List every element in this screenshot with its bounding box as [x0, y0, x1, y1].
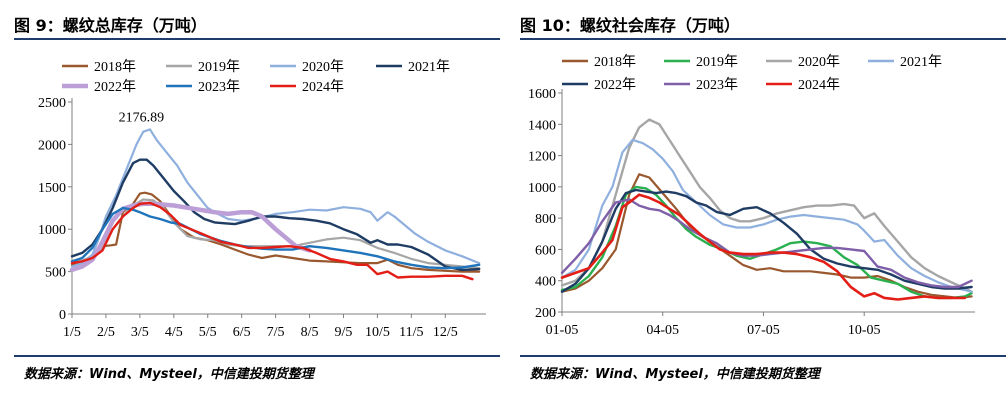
x-tick-label: 6/5 [233, 325, 251, 340]
series-line-2024年 [560, 193, 967, 301]
y-tick-label: 1600 [528, 87, 556, 102]
series-line-2018年 [70, 191, 481, 273]
legend-label: 2020年 [798, 54, 840, 70]
legend-label: 2021年 [900, 54, 942, 70]
legend-label: 2020年 [302, 59, 344, 75]
y-tick-label: 2000 [38, 138, 66, 153]
series-line-2021年 [70, 158, 481, 272]
y-tick-label: 1400 [528, 118, 556, 133]
series-line-2020年 [560, 118, 973, 293]
x-tick-label: 2/5 [97, 325, 115, 340]
figure-9-panel: 图 9：螺纹总库存（万吨） 0 500 1000 1500 2000 2500 1/5 2/5… [14, 0, 500, 409]
x-tick-label: 11/5 [399, 325, 423, 340]
peak-annotation: 2176.89 [119, 110, 164, 125]
y-tick-label: 1000 [528, 181, 556, 196]
figure-9-bottom-rule [14, 355, 500, 357]
x-tick-label: 10-05 [848, 323, 881, 338]
legend-label: 2018年 [94, 59, 136, 75]
y-tick-label: 600 [535, 243, 556, 258]
series-line-2022年 [560, 188, 973, 293]
x-tick-label: 7/5 [267, 325, 285, 340]
figure-10-panel: 图 10：螺纹社会库存（万吨） 200 400 600 800 1000 1200 1400… [520, 0, 1006, 409]
legend-label: 2024年 [798, 77, 840, 93]
series-line-2024年 [70, 201, 474, 281]
legend-label: 2023年 [198, 79, 240, 95]
x-tick-label: 1/5 [63, 325, 81, 340]
y-tick-label: 400 [535, 275, 556, 290]
legend-label: 2019年 [696, 54, 738, 70]
x-tick-label: 12/5 [433, 325, 458, 340]
legend-label: 2019年 [198, 59, 240, 75]
y-tick-label: 1500 [38, 181, 66, 196]
series-line-2022年 [69, 201, 312, 273]
x-tick-label: 01-05 [546, 323, 579, 338]
figure-9-chart: 0 500 1000 1500 2000 2500 1/5 2/5 3/5 4/5 5/5 6/5 7/… [38, 59, 486, 340]
figure-10-title: 图 10：螺纹社会库存（万吨） [520, 16, 740, 35]
legend-label: 2018年 [594, 54, 636, 70]
x-tick-label: 10/5 [365, 325, 390, 340]
x-tick-label: 9/5 [335, 325, 353, 340]
figure-10-bottom-rule [520, 355, 1006, 357]
y-tick-label: 500 [45, 266, 66, 281]
x-tick-label: 07-05 [747, 323, 780, 338]
figure-9-title: 图 9：螺纹总库存（万吨） [14, 16, 207, 35]
figure-10-chart: 200 400 600 800 1000 1200 1400 1600 01-05 04-05 07… [528, 54, 975, 338]
y-tick-label: 800 [535, 212, 556, 227]
x-tick-label: 5/5 [199, 325, 217, 340]
figure-9-top-rule [14, 38, 500, 40]
figure-9-source: 数据来源：Wind、Mysteel，中信建投期货整理 [24, 367, 314, 382]
figure-10-source: 数据来源：Wind、Mysteel，中信建投期货整理 [530, 367, 820, 382]
legend-label: 2022年 [94, 79, 136, 95]
figure-10-top-rule [520, 38, 1006, 40]
legend-label: 2022年 [594, 77, 636, 93]
series-line-2020年 [70, 128, 481, 268]
x-tick-label: 3/5 [131, 325, 149, 340]
x-tick-label: 4/5 [165, 325, 183, 340]
y-tick-label: 2500 [38, 96, 66, 111]
x-tick-label: 8/5 [301, 325, 319, 340]
series-line-2021年 [560, 138, 973, 293]
y-tick-label: 1200 [528, 150, 556, 165]
x-tick-label: 04-05 [646, 323, 679, 338]
y-tick-label: 0 [59, 308, 66, 323]
legend-label: 2023年 [696, 77, 738, 93]
y-tick-label: 1000 [38, 223, 66, 238]
y-tick-label: 200 [535, 306, 556, 321]
legend-label: 2024年 [302, 79, 344, 95]
legend-label: 2021年 [408, 59, 450, 75]
